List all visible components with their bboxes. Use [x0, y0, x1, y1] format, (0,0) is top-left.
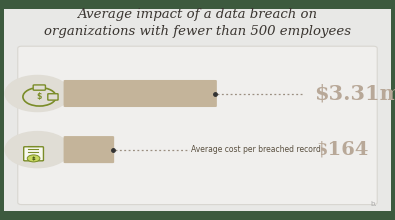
- FancyBboxPatch shape: [33, 85, 45, 90]
- Circle shape: [27, 155, 40, 162]
- FancyBboxPatch shape: [48, 94, 58, 100]
- FancyBboxPatch shape: [64, 136, 114, 163]
- Text: Average cost per breached record: Average cost per breached record: [191, 145, 321, 154]
- FancyBboxPatch shape: [4, 9, 391, 211]
- Text: b.: b.: [371, 201, 377, 207]
- Circle shape: [5, 132, 70, 168]
- Text: Average impact of a data breach on
organizations with fewer than 500 employees: Average impact of a data breach on organ…: [44, 8, 351, 38]
- Text: $164: $164: [314, 141, 369, 159]
- Text: $3.31m: $3.31m: [314, 84, 395, 103]
- FancyBboxPatch shape: [18, 46, 377, 205]
- Text: $: $: [37, 92, 42, 101]
- FancyBboxPatch shape: [64, 80, 217, 107]
- Text: $: $: [32, 156, 36, 161]
- FancyBboxPatch shape: [24, 147, 43, 161]
- Circle shape: [5, 75, 70, 112]
